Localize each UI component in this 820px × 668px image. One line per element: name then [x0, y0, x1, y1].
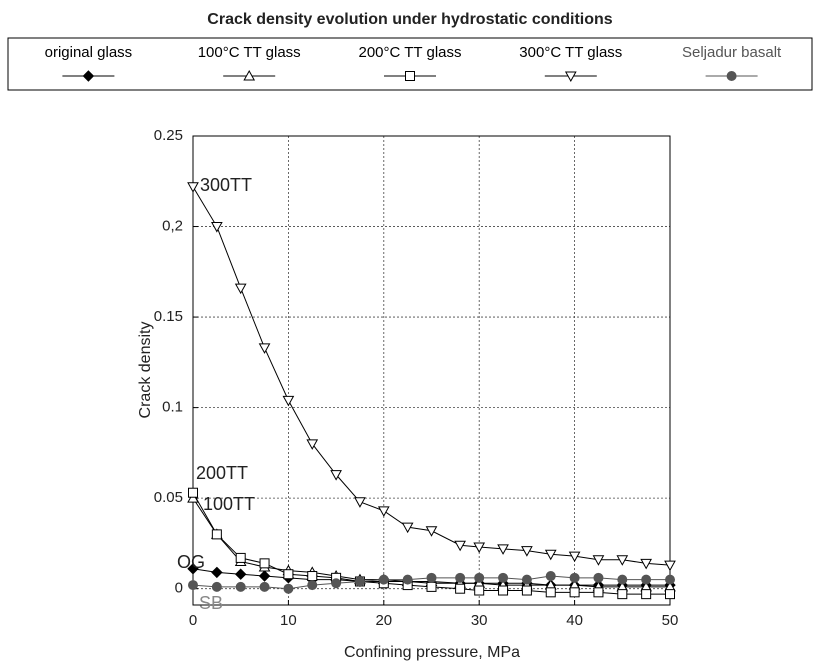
marker — [211, 529, 222, 540]
marker — [426, 581, 437, 592]
marker — [641, 574, 652, 585]
marker — [474, 572, 485, 583]
marker — [641, 589, 652, 600]
legend-marker — [243, 69, 256, 81]
marker — [402, 574, 413, 585]
marker — [592, 555, 605, 566]
x-tick-label: 40 — [566, 612, 583, 629]
marker — [307, 571, 318, 582]
y-tick-label: 0.25 — [154, 127, 183, 144]
marker — [569, 587, 580, 598]
annotation: 100TT — [203, 494, 255, 514]
marker — [377, 506, 390, 517]
plot-frame — [192, 135, 671, 606]
legend-label: 100°C TT glass — [198, 44, 301, 61]
marker — [665, 589, 675, 600]
legend-label: original glass — [45, 44, 133, 61]
marker — [545, 571, 556, 582]
marker — [211, 581, 222, 592]
marker — [474, 585, 485, 596]
marker — [593, 572, 604, 583]
marker — [258, 570, 271, 582]
marker — [306, 439, 319, 450]
marker — [283, 569, 294, 580]
marker — [211, 566, 223, 579]
y-tick-label: 0,2 — [162, 218, 183, 235]
marker — [188, 580, 198, 591]
marker — [665, 574, 675, 585]
legend-marker — [726, 71, 737, 81]
marker — [354, 497, 366, 508]
marker — [455, 572, 466, 583]
y-axis-label: Crack density — [137, 322, 154, 419]
annotation: 200TT — [196, 463, 248, 483]
legend-label: Seljadur basalt — [682, 44, 782, 61]
annotation: 300TT — [200, 175, 252, 195]
marker — [497, 544, 509, 555]
y-tick-label: 0.15 — [154, 308, 183, 325]
legend-marker — [564, 71, 577, 83]
marker — [521, 546, 533, 557]
annotation: SB — [199, 593, 223, 613]
marker — [454, 540, 466, 552]
marker — [664, 560, 676, 572]
marker — [188, 487, 198, 498]
marker — [211, 222, 223, 233]
marker — [258, 343, 271, 354]
marker — [617, 589, 628, 600]
marker — [331, 578, 342, 589]
marker — [426, 572, 437, 583]
legend-label: 200°C TT glass — [359, 44, 462, 61]
marker — [521, 585, 532, 596]
marker — [545, 587, 556, 598]
marker — [259, 558, 270, 569]
x-tick-label: 0 — [189, 612, 197, 629]
x-tick-label: 50 — [662, 612, 679, 629]
annotation: OG — [177, 552, 205, 572]
marker — [498, 585, 509, 596]
marker — [569, 572, 580, 583]
marker — [234, 283, 247, 295]
marker — [187, 182, 199, 193]
marker — [187, 563, 199, 575]
marker — [640, 558, 652, 570]
marker — [235, 581, 246, 592]
marker — [593, 587, 604, 598]
x-tick-label: 10 — [280, 612, 297, 629]
marker — [283, 583, 294, 594]
legend-box — [7, 37, 813, 91]
series-line — [192, 186, 671, 566]
y-tick-label: 0.1 — [162, 399, 183, 416]
y-tick-label: 0 — [175, 580, 183, 597]
marker — [617, 574, 628, 585]
marker — [498, 572, 509, 583]
marker — [544, 549, 557, 561]
marker — [235, 552, 246, 563]
marker — [455, 583, 466, 594]
chart-title: Crack density evolution under hydrostati… — [207, 11, 613, 28]
x-axis-label: Confining pressure, MPa — [344, 644, 520, 661]
marker — [259, 581, 270, 592]
marker — [378, 574, 389, 585]
legend-marker — [405, 71, 415, 81]
marker — [568, 551, 581, 563]
marker — [473, 542, 486, 554]
marker — [521, 574, 532, 585]
marker — [307, 580, 318, 591]
x-tick-label: 30 — [471, 612, 488, 629]
marker — [282, 395, 295, 407]
legend-label: 300°C TT glass — [519, 44, 622, 61]
marker — [425, 526, 438, 537]
legend-marker — [82, 70, 95, 82]
marker — [616, 555, 629, 566]
marker — [354, 576, 365, 587]
x-tick-label: 20 — [375, 612, 392, 629]
marker — [234, 568, 247, 580]
marker — [330, 470, 342, 481]
marker — [401, 522, 414, 534]
y-tick-label: 0.05 — [154, 489, 183, 506]
